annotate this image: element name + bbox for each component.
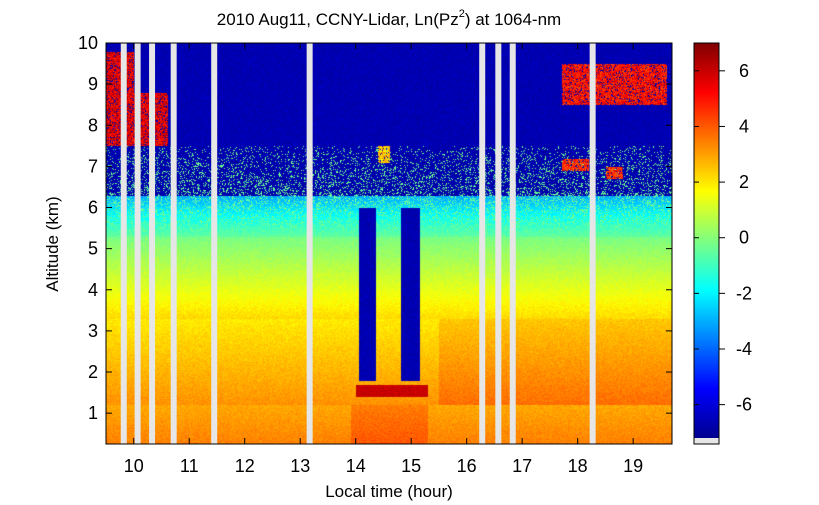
chart-title-main: 2010 Aug11, CCNY-Lidar, Ln(Pz (217, 10, 459, 29)
heatmap-image (106, 43, 672, 444)
chart-title-superscript: 2 (459, 8, 465, 20)
colorbar-tick-label-0: 6 (739, 61, 749, 81)
x-tick-label-18: 18 (568, 456, 588, 476)
x-axis: 10 11 12 13 14 15 16 17 18 19 (124, 43, 643, 476)
y-tick-label-2: 2 (88, 362, 98, 382)
x-tick-label-19: 19 (623, 456, 643, 476)
y-axis: 1 2 3 4 5 6 7 8 9 10 (78, 33, 672, 423)
data-gap-0 (120, 43, 127, 444)
x-tick-label-13: 13 (290, 456, 310, 476)
x-tick-label-15: 15 (401, 456, 421, 476)
colorbar-gradient (694, 43, 719, 438)
x-tick-label-14: 14 (346, 456, 366, 476)
x-tick-label-11: 11 (180, 456, 199, 476)
y-tick-label-7: 7 (88, 156, 98, 176)
y-tick-label-10: 10 (78, 33, 98, 53)
y-tick-label-1: 1 (88, 403, 98, 423)
colorbar-tick-label-3: 0 (739, 228, 749, 248)
heatmap-area (106, 43, 672, 444)
colorbar-tick-label-5: -4 (736, 339, 752, 359)
y-tick-label-4: 4 (88, 280, 98, 300)
data-gap-3 (170, 43, 177, 444)
y-tick-label-6: 6 (88, 198, 98, 218)
y-tick-label-5: 5 (88, 239, 98, 259)
plot-frame (105, 42, 673, 445)
colorbar-frame (693, 42, 720, 445)
colorbar: 6 4 2 0 -2 -4 -6 (693, 42, 752, 445)
x-tick-label-17: 17 (512, 456, 532, 476)
chart-title-tail: ) at 1064-nm (465, 10, 561, 29)
y-tick-label-3: 3 (88, 321, 98, 341)
y-tick-label-8: 8 (88, 115, 98, 135)
data-gap-8 (509, 43, 516, 444)
x-axis-label: Local time (hour) (325, 482, 453, 501)
y-axis-label: Altitude (km) (43, 196, 62, 291)
colorbar-tick-label-6: -6 (736, 395, 752, 415)
data-gap-5 (306, 43, 313, 444)
data-gap-9 (589, 43, 596, 444)
data-gap-1 (134, 43, 141, 444)
data-gaps (120, 43, 596, 444)
colorbar-tick-label-2: 2 (739, 172, 749, 192)
data-gap-6 (479, 43, 486, 444)
x-tick-label-16: 16 (457, 456, 477, 476)
data-gap-2 (149, 43, 156, 444)
colorbar-nan-swatch (694, 438, 719, 444)
data-gap-7 (495, 43, 502, 444)
x-tick-label-10: 10 (124, 456, 144, 476)
x-tick-label-12: 12 (235, 456, 255, 476)
data-gap-4 (211, 43, 218, 444)
colorbar-tick-label-1: 4 (739, 116, 749, 136)
y-tick-label-9: 9 (88, 74, 98, 94)
colorbar-ticks: 6 4 2 0 -2 -4 -6 (694, 61, 752, 415)
colorbar-tick-label-4: -2 (736, 283, 752, 303)
chart-title: 2010 Aug11, CCNY-Lidar, Ln(Pz2) at 1064-… (217, 8, 561, 29)
